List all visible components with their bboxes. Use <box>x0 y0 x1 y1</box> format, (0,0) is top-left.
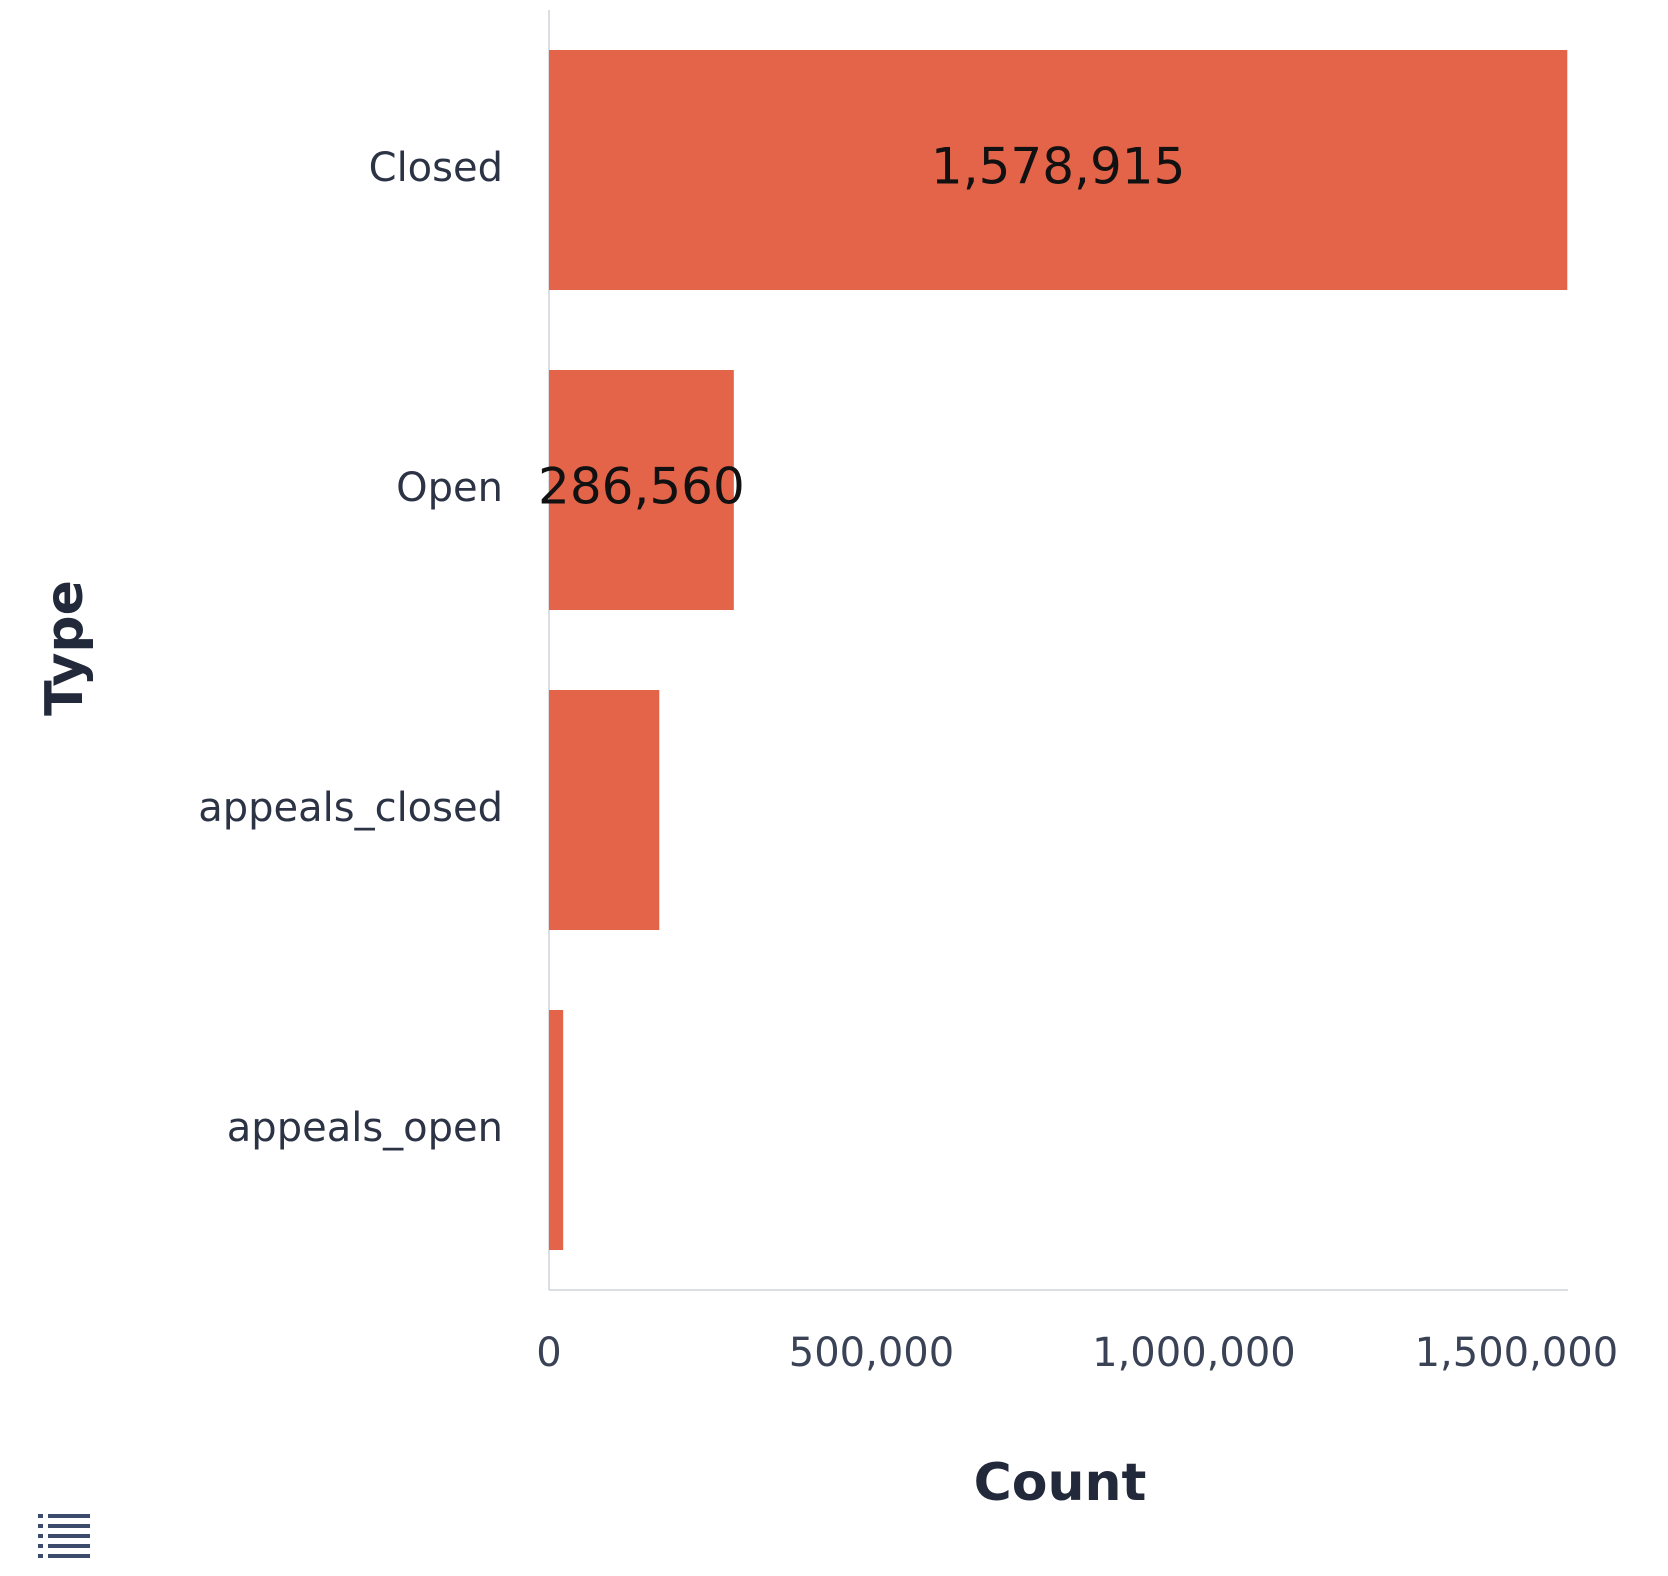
x-tick-label: 1,500,000 <box>1415 1330 1619 1376</box>
x-tick-labels: 0 500,000 1,000,000 1,500,000 <box>536 1330 1618 1376</box>
bar-open[interactable] <box>549 370 734 610</box>
y-axis-title: Type <box>35 580 95 716</box>
x-axis-title: Count <box>974 1453 1147 1513</box>
category-label: Open <box>396 465 503 511</box>
category-label: appeals_open <box>227 1105 503 1151</box>
legend-toggle-button[interactable] <box>38 1512 92 1560</box>
data-labels: 1,578,915 286,560 <box>538 138 1185 516</box>
bar-closed[interactable] <box>549 50 1568 290</box>
category-label: Closed <box>369 145 503 191</box>
x-tick-label: 1,000,000 <box>1092 1330 1296 1376</box>
x-tick-label: 0 <box>536 1330 561 1376</box>
bar-appeals-closed[interactable] <box>549 690 660 930</box>
category-label: appeals_closed <box>198 785 503 831</box>
data-label: 286,560 <box>538 458 745 516</box>
bar-appeals-open[interactable] <box>549 1010 564 1250</box>
x-tick-label: 500,000 <box>789 1330 954 1376</box>
bars <box>549 50 1568 1250</box>
list-icon <box>38 1514 90 1558</box>
category-labels: Closed Open appeals_closed appeals_open <box>198 145 503 1151</box>
data-label: 1,578,915 <box>931 138 1185 196</box>
